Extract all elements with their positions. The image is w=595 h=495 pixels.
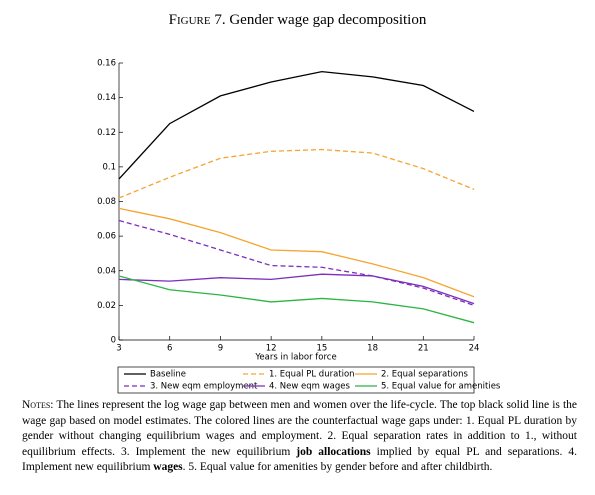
figure-number: Figure 7. bbox=[168, 12, 226, 28]
x-tick-label: 3 bbox=[116, 344, 121, 354]
legend-label: 3. New eqm employment bbox=[150, 382, 258, 392]
notes-text: . 5. Equal value for amenities by gender… bbox=[182, 461, 493, 473]
series-line bbox=[118, 70, 475, 180]
x-tick-label: 21 bbox=[418, 344, 429, 354]
notes-label: Notes: bbox=[22, 399, 54, 411]
y-tick-label: 0.04 bbox=[97, 266, 116, 276]
notes-text: The lines represent the log wage gap bet… bbox=[22, 399, 577, 458]
notes-bold: wages bbox=[153, 461, 183, 473]
title-text: Gender wage gap decomposition bbox=[229, 12, 427, 28]
series-line bbox=[118, 275, 475, 324]
x-tick-label: 18 bbox=[367, 344, 378, 354]
x-tick-label: 9 bbox=[218, 344, 223, 354]
y-tick-label: 0.06 bbox=[97, 232, 116, 242]
figure-title: Figure 7. Gender wage gap decomposition bbox=[0, 12, 595, 29]
legend-label: 1. Equal PL duration bbox=[269, 370, 355, 380]
notes: Notes: The lines represent the log wage … bbox=[22, 398, 577, 476]
series-line bbox=[118, 219, 475, 306]
y-tick-label: 0.08 bbox=[97, 197, 116, 207]
y-tick-label: 0.14 bbox=[97, 93, 116, 103]
x-axis-label: Years in labor force bbox=[254, 353, 336, 363]
legend-box bbox=[117, 366, 475, 394]
y-tick-label: 0.16 bbox=[97, 59, 116, 69]
legend-label: 5. Equal value for amenities bbox=[381, 382, 501, 392]
y-tick-label: 0.12 bbox=[97, 128, 116, 138]
x-tick-label: 6 bbox=[167, 344, 172, 354]
notes-text: implied by equal PL and separations. 4. … bbox=[22, 445, 578, 474]
y-tick-label: 0 bbox=[111, 336, 116, 346]
legend-label: 4. New eqm wages bbox=[269, 382, 350, 392]
series-line bbox=[118, 207, 475, 298]
series-line bbox=[118, 273, 475, 305]
x-tick-label: 15 bbox=[316, 344, 327, 354]
legend-label: 2. Equal separations bbox=[381, 370, 468, 380]
x-tick-label: 24 bbox=[469, 344, 480, 354]
x-tick-label: 12 bbox=[266, 344, 277, 354]
y-tick-label: 0.02 bbox=[97, 301, 116, 311]
series-line bbox=[118, 148, 475, 199]
y-tick-label: 0.1 bbox=[102, 162, 116, 172]
chart: Years in labor force 0 0.02 0.04 0.06 0.08 0.… bbox=[97, 59, 501, 394]
notes-bold: job allocations bbox=[296, 445, 371, 458]
legend-label: Baseline bbox=[150, 370, 186, 380]
